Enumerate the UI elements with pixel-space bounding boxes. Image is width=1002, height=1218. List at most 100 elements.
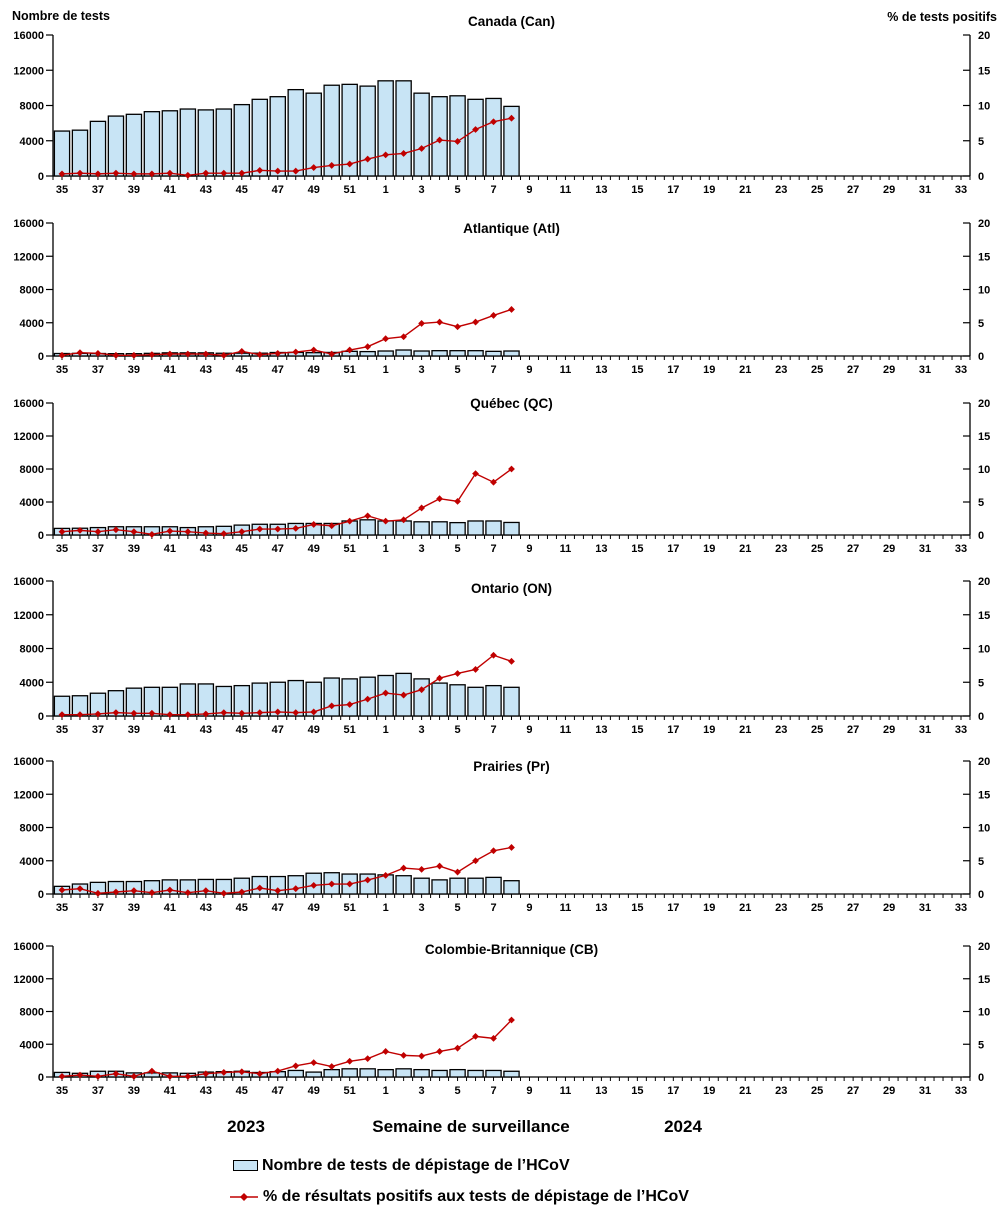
week-tick-label: 47: [272, 543, 284, 555]
test-count-bar: [377, 350, 394, 357]
positivity-marker: [418, 320, 425, 327]
week-tick-label: 43: [200, 184, 212, 196]
positivity-marker: [166, 1072, 174, 1080]
test-count-bar: [305, 1071, 322, 1078]
left-axis-tick-label: 4000: [20, 497, 44, 509]
test-count-bar: [413, 92, 430, 177]
test-count-bar: [323, 1068, 340, 1078]
test-count-bar: [287, 88, 304, 177]
week-tick-label: 33: [955, 902, 967, 914]
test-count-bar: [503, 105, 520, 177]
positivity-marker: [364, 695, 372, 703]
week-tick-label: 11: [560, 902, 572, 914]
right-axis-tick-label: 0: [978, 351, 984, 363]
right-axis-tick-label: 5: [978, 1039, 984, 1051]
left-axis-tick-label: 8000: [20, 464, 44, 476]
positivity-marker: [148, 351, 156, 359]
positivity-marker: [472, 857, 479, 865]
week-tick-label: 1: [383, 724, 389, 736]
tests-bars: [53, 519, 520, 536]
week-tick-label: 39: [128, 902, 140, 914]
week-tick-label: 45: [236, 364, 248, 376]
test-count-bar: [287, 1069, 304, 1078]
positivity-marker: [220, 1069, 228, 1076]
test-count-bar: [503, 521, 520, 536]
right-axis-tick-label: 10: [978, 464, 990, 476]
week-tick-label: 27: [847, 184, 859, 196]
right-axis-tick-label: 0: [978, 1072, 984, 1084]
positivity-marker: [274, 167, 282, 175]
week-tick-label: 19: [703, 364, 715, 376]
positivity-marker: [346, 517, 354, 525]
week-tick-label: 17: [667, 724, 679, 736]
week-tick-label: 43: [200, 1085, 212, 1097]
test-count-bar: [467, 1069, 484, 1078]
week-tick-label: 39: [128, 364, 140, 376]
positivity-marker: [238, 347, 246, 355]
positivity-marker: [364, 1055, 372, 1063]
positivity-marker: [292, 525, 300, 532]
week-tick-label: 47: [272, 184, 284, 196]
positivity-line: [61, 468, 512, 536]
positivity-marker: [76, 885, 84, 893]
test-count-bar: [449, 684, 466, 717]
positivity-marker: [220, 889, 228, 897]
legend-item-tests: Nombre de tests de dépistage de l’HCoV: [233, 1157, 570, 1175]
week-tick-label: 13: [595, 543, 607, 555]
positivity-marker: [436, 862, 443, 870]
positivity-marker: [382, 335, 390, 343]
test-count-bar: [449, 521, 466, 536]
week-tick-label: 45: [236, 902, 248, 914]
positivity-marker: [472, 1032, 479, 1040]
left-axis-header: Nombre de tests: [12, 9, 110, 23]
left-axis-tick-label: 12000: [13, 789, 44, 801]
week-tick-label: 45: [236, 184, 248, 196]
positivity-marker: [184, 171, 192, 179]
right-axis-tick-label: 5: [978, 318, 984, 330]
week-tick-label: 13: [595, 724, 607, 736]
week-tick-label: 31: [919, 543, 931, 555]
positivity-marker: [454, 323, 461, 331]
right-axis-tick-label: 0: [978, 171, 984, 183]
positivity-marker: [400, 516, 408, 524]
week-tick-label: 23: [775, 364, 787, 376]
test-count-bar: [377, 1068, 394, 1078]
positivity-marker: [130, 170, 138, 178]
test-count-bar: [485, 520, 502, 536]
positivity-marker: [490, 847, 497, 855]
positivity-marker: [364, 343, 372, 351]
week-tick-label: 3: [419, 543, 425, 555]
left-axis-tick-label: 16000: [13, 398, 44, 410]
week-tick-label: 7: [490, 364, 496, 376]
week-tick-label: 41: [164, 184, 176, 196]
week-tick-label: 13: [595, 902, 607, 914]
week-tick-label: 31: [919, 1085, 931, 1097]
positivity-marker: [166, 169, 174, 177]
week-tick-label: 25: [811, 543, 823, 555]
positivity-marker: [202, 350, 210, 358]
week-tick-label: 21: [739, 902, 751, 914]
week-tick-label: 1: [383, 364, 389, 376]
positivity-marker: [112, 526, 120, 534]
week-tick-label: 27: [847, 724, 859, 736]
week-tick-label: 41: [164, 1085, 176, 1097]
week-tick-label: 15: [631, 1085, 643, 1097]
right-axis-tick-label: 10: [978, 285, 990, 297]
week-tick-label: 9: [526, 543, 532, 555]
test-count-bar: [485, 684, 502, 717]
week-tick-label: 23: [775, 902, 787, 914]
left-axis-tick-label: 16000: [13, 576, 44, 588]
positivity-marker: [490, 651, 497, 659]
right-axis-tick-label: 0: [978, 711, 984, 723]
positivity-marker: [382, 517, 390, 525]
positivity-marker: [58, 351, 66, 359]
positivity-marker: [238, 528, 246, 536]
left-axis-tick-label: 4000: [20, 677, 44, 689]
week-tick-label: 7: [490, 1085, 496, 1097]
right-axis-tick-label: 20: [978, 576, 990, 588]
week-tick-label: 3: [419, 364, 425, 376]
positivity-marker: [346, 160, 354, 168]
test-count-bar: [431, 350, 448, 357]
week-tick-label: 37: [92, 1085, 104, 1097]
week-tick-label: 19: [703, 724, 715, 736]
